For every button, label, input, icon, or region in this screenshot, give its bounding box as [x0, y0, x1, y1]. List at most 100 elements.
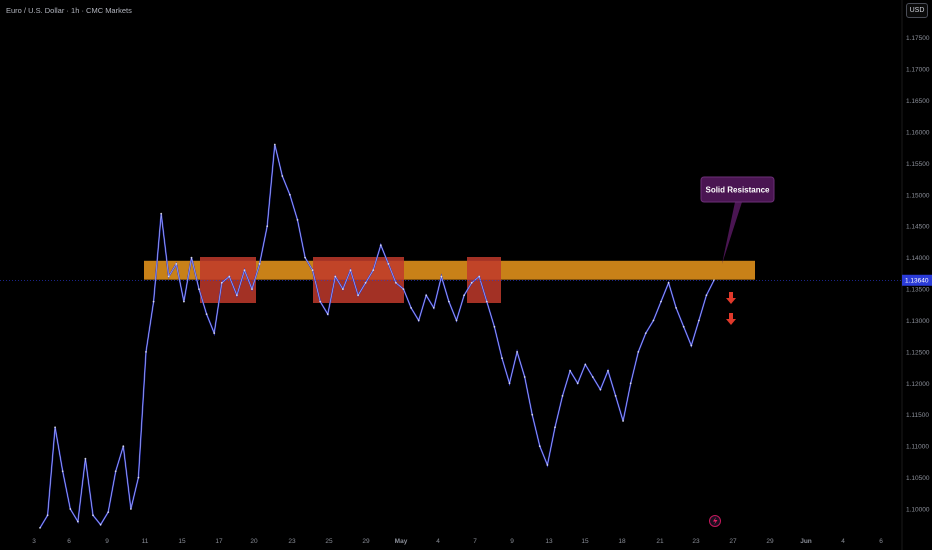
- price-point: [372, 269, 375, 272]
- price-point: [463, 294, 465, 297]
- price-line-highlight: [39, 144, 715, 529]
- price-point: [622, 420, 624, 422]
- lightning-icon[interactable]: [709, 515, 721, 527]
- price-point: [296, 219, 299, 221]
- y-tick-label: 1.14000: [906, 255, 930, 262]
- x-tick-label: 9: [105, 538, 109, 545]
- price-point: [364, 281, 367, 284]
- price-point: [160, 212, 163, 215]
- price-point: [213, 332, 216, 334]
- price-point: [198, 288, 200, 290]
- price-point: [77, 520, 79, 523]
- x-tick-label: 4: [841, 538, 845, 545]
- price-point: [152, 300, 155, 303]
- x-tick-label: 13: [545, 538, 553, 545]
- price-point: [485, 300, 488, 303]
- x-tick-label: 23: [692, 538, 700, 545]
- price-point: [546, 464, 549, 466]
- price-point: [576, 382, 579, 385]
- price-point: [538, 445, 541, 448]
- price-point: [243, 269, 246, 272]
- price-point: [114, 470, 117, 473]
- price-point: [167, 275, 170, 278]
- price-point: [311, 269, 314, 272]
- price-point: [319, 300, 322, 303]
- x-tick-label: 3: [32, 538, 36, 545]
- price-point: [342, 288, 344, 290]
- price-point: [122, 445, 125, 448]
- x-tick-label: May: [395, 538, 408, 545]
- x-tick-label: 9: [510, 538, 514, 545]
- price-point: [402, 288, 405, 290]
- x-tick-label: 21: [656, 538, 664, 545]
- y-tick-label: 1.16000: [906, 129, 930, 136]
- y-tick-label: 1.10500: [906, 475, 930, 482]
- price-point: [554, 426, 556, 429]
- price-point: [493, 325, 496, 328]
- price-point: [130, 508, 132, 510]
- price-point: [569, 369, 571, 372]
- price-point: [84, 457, 87, 460]
- x-tick-label: 29: [766, 538, 774, 545]
- x-tick-label: 15: [178, 538, 186, 545]
- y-tick-label: 1.13000: [906, 318, 930, 325]
- price-point: [607, 369, 609, 372]
- price-point: [652, 319, 655, 322]
- y-tick-label: 1.13500: [906, 287, 930, 294]
- price-point: [99, 523, 102, 526]
- price-point: [349, 269, 352, 272]
- y-tick-label: 1.10000: [906, 507, 930, 514]
- price-point: [228, 275, 231, 278]
- chart-title: Euro / U.S. Dollar · 1h · CMC Markets: [6, 6, 132, 15]
- current-price-label: 1.13640: [905, 278, 929, 285]
- price-point: [425, 294, 428, 297]
- price-point: [501, 357, 503, 360]
- price-point: [690, 344, 693, 347]
- y-tick-label: 1.16500: [906, 98, 930, 105]
- price-point: [417, 319, 420, 322]
- resistance-zone: [144, 260, 755, 280]
- price-point: [107, 511, 110, 513]
- price-point: [379, 244, 382, 247]
- x-tick-label: 27: [729, 538, 737, 545]
- price-point: [410, 307, 412, 309]
- price-point: [175, 263, 178, 265]
- currency-button[interactable]: USD: [906, 3, 928, 18]
- price-line: [39, 144, 715, 529]
- price-point: [251, 288, 253, 290]
- y-tick-label: 1.14500: [906, 224, 930, 231]
- price-point: [531, 413, 534, 416]
- price-point: [478, 275, 481, 278]
- price-point: [281, 175, 284, 177]
- price-point: [69, 508, 72, 510]
- price-point: [266, 225, 269, 228]
- price-point: [334, 275, 337, 278]
- price-point: [54, 426, 56, 429]
- current-price-tag: [902, 274, 932, 286]
- callout-pointer: [722, 202, 742, 264]
- x-tick-label: 6: [879, 538, 883, 545]
- price-point: [145, 351, 147, 353]
- price-point: [258, 263, 261, 265]
- y-tick-label: 1.12000: [906, 381, 930, 388]
- x-tick-label: 23: [288, 538, 296, 545]
- price-point: [137, 476, 140, 479]
- price-point: [523, 376, 526, 378]
- x-tick-label: Jun: [800, 538, 812, 545]
- callout-label: Solid Resistance: [705, 186, 770, 195]
- price-point: [304, 256, 306, 259]
- y-tick-label: 1.15000: [906, 192, 930, 199]
- price-point: [46, 514, 49, 517]
- price-point: [220, 281, 223, 284]
- x-tick-label: 7: [473, 538, 477, 545]
- price-point: [508, 382, 511, 385]
- price-point: [644, 332, 647, 334]
- price-point: [660, 300, 662, 303]
- price-point: [705, 294, 708, 297]
- price-point: [236, 294, 238, 297]
- x-tick-label: 20: [250, 538, 258, 545]
- price-point: [395, 281, 397, 284]
- price-point: [516, 351, 518, 353]
- price-point: [190, 256, 193, 259]
